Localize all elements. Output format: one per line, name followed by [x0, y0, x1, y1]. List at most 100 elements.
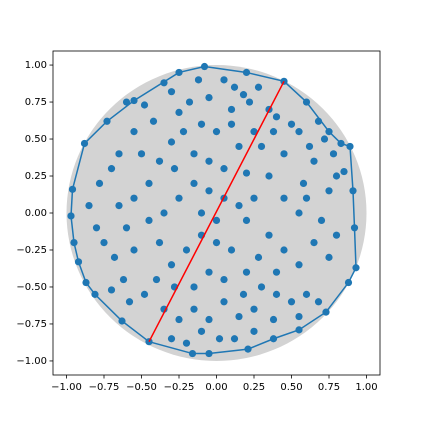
- point: [205, 268, 213, 276]
- x-tick-label: −1.00: [51, 382, 82, 393]
- point: [220, 275, 228, 284]
- point: [287, 298, 296, 306]
- point: [280, 150, 288, 158]
- point: [244, 345, 252, 353]
- point: [302, 290, 311, 298]
- point: [299, 179, 308, 188]
- point: [269, 335, 278, 343]
- point: [352, 264, 360, 272]
- point: [130, 128, 138, 136]
- point: [305, 142, 314, 151]
- x-tick-label: −0.75: [89, 382, 120, 393]
- y-tick-label: −0.25: [16, 245, 47, 256]
- point: [80, 139, 89, 148]
- point: [167, 138, 176, 146]
- point: [197, 120, 206, 128]
- point: [95, 179, 104, 188]
- point: [295, 312, 303, 321]
- point: [125, 298, 134, 306]
- point: [185, 98, 194, 106]
- point: [230, 335, 239, 343]
- point: [167, 261, 176, 269]
- point: [130, 246, 138, 254]
- point: [182, 339, 191, 347]
- point: [205, 187, 213, 195]
- point: [110, 253, 119, 261]
- y-tick-label: −0.50: [16, 282, 47, 293]
- point: [149, 117, 158, 125]
- x-tick-label: −0.25: [164, 382, 195, 393]
- point: [175, 315, 183, 324]
- point: [212, 128, 221, 136]
- point: [212, 238, 221, 247]
- point: [215, 335, 224, 343]
- point: [250, 327, 258, 335]
- point: [197, 209, 206, 217]
- point: [91, 290, 99, 298]
- point: [280, 246, 288, 254]
- point: [130, 194, 138, 202]
- point: [137, 150, 146, 158]
- point: [254, 253, 263, 261]
- point: [239, 91, 248, 99]
- point: [325, 187, 333, 195]
- point: [235, 202, 243, 210]
- point: [100, 238, 108, 247]
- point: [103, 117, 111, 125]
- point: [346, 142, 354, 151]
- point: [325, 128, 333, 136]
- point: [295, 261, 303, 269]
- x-tick-label: −0.50: [126, 382, 157, 393]
- point: [118, 317, 126, 325]
- point: [302, 98, 311, 106]
- x-tick-label: 0.25: [243, 382, 265, 393]
- point: [130, 96, 138, 105]
- point: [287, 120, 296, 128]
- y-tick-label: 0.75: [25, 97, 47, 108]
- point: [85, 202, 93, 210]
- point: [340, 167, 348, 176]
- point: [332, 172, 341, 180]
- point: [190, 150, 198, 158]
- point: [245, 98, 254, 106]
- point: [197, 327, 206, 335]
- point: [314, 298, 323, 306]
- point: [200, 62, 209, 71]
- point: [329, 150, 338, 158]
- point: [152, 275, 161, 284]
- point: [337, 139, 345, 148]
- point: [140, 290, 149, 298]
- point: [122, 98, 131, 106]
- point: [227, 120, 236, 128]
- point: [119, 275, 128, 284]
- point: [68, 185, 77, 193]
- point: [74, 258, 83, 266]
- point: [70, 238, 78, 247]
- point: [250, 305, 258, 313]
- point: [227, 105, 236, 114]
- point: [220, 298, 228, 306]
- point: [239, 290, 248, 298]
- point: [155, 157, 164, 165]
- point: [160, 305, 168, 313]
- point: [269, 315, 278, 324]
- point: [295, 326, 303, 334]
- point: [344, 278, 353, 287]
- point: [280, 194, 288, 202]
- point: [160, 209, 168, 217]
- point: [167, 335, 176, 343]
- point: [242, 68, 251, 77]
- point: [170, 165, 179, 173]
- point: [220, 165, 228, 173]
- point: [107, 165, 116, 173]
- point: [205, 349, 213, 358]
- y-tick-label: 0.25: [25, 171, 47, 182]
- point: [325, 253, 333, 261]
- x-tick-label: 1.00: [355, 382, 377, 393]
- point: [194, 76, 203, 84]
- point: [310, 238, 318, 247]
- point: [107, 286, 116, 294]
- y-tick-label: 1.00: [25, 60, 47, 71]
- point: [115, 150, 123, 158]
- point: [212, 216, 221, 224]
